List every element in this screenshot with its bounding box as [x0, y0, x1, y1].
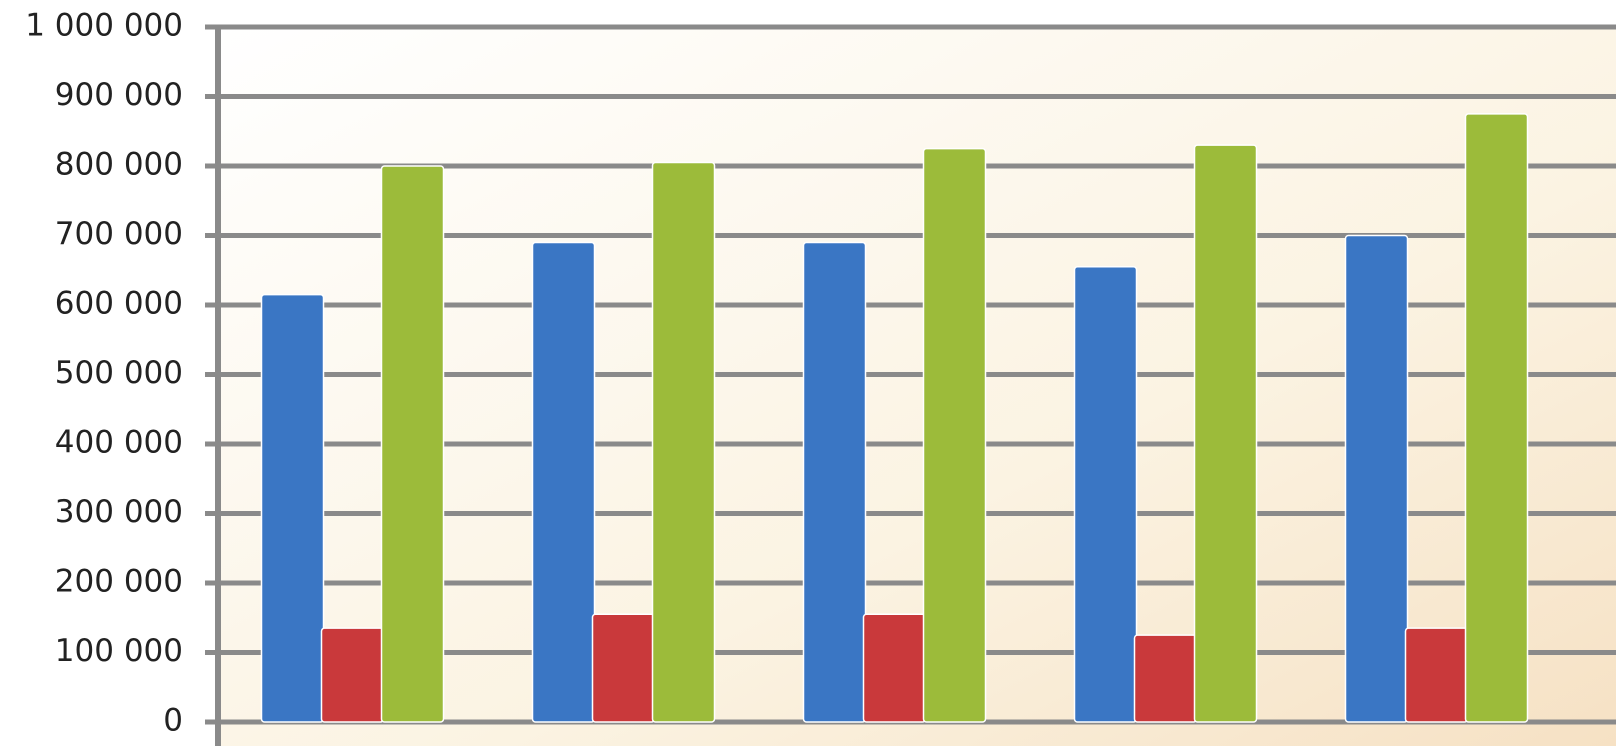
bar	[1464, 113, 1529, 723]
y-tick-label: 1 000 000	[25, 8, 183, 44]
y-tick-label: 100 000	[55, 633, 183, 669]
y-tick-label: 800 000	[55, 147, 183, 183]
bar	[320, 627, 385, 723]
bar	[591, 613, 656, 723]
bar	[1344, 234, 1409, 723]
bar	[1404, 627, 1469, 723]
y-tick-label: 400 000	[55, 425, 183, 461]
bar	[1073, 266, 1138, 723]
y-tick-label: 0	[163, 703, 183, 739]
bar	[862, 613, 927, 723]
bar	[531, 241, 596, 723]
y-tick-label: 200 000	[55, 564, 183, 600]
bar	[922, 147, 987, 723]
bar	[802, 241, 867, 723]
y-tick-label: 900 000	[55, 77, 183, 113]
y-tick-label: 700 000	[55, 216, 183, 252]
y-tick-label: 600 000	[55, 286, 183, 322]
bar	[380, 165, 445, 723]
bar	[260, 293, 325, 723]
bar	[651, 161, 716, 723]
bar	[1193, 144, 1258, 723]
y-tick-label: 300 000	[55, 494, 183, 530]
y-tick-label: 500 000	[55, 355, 183, 391]
bar	[1133, 634, 1198, 723]
